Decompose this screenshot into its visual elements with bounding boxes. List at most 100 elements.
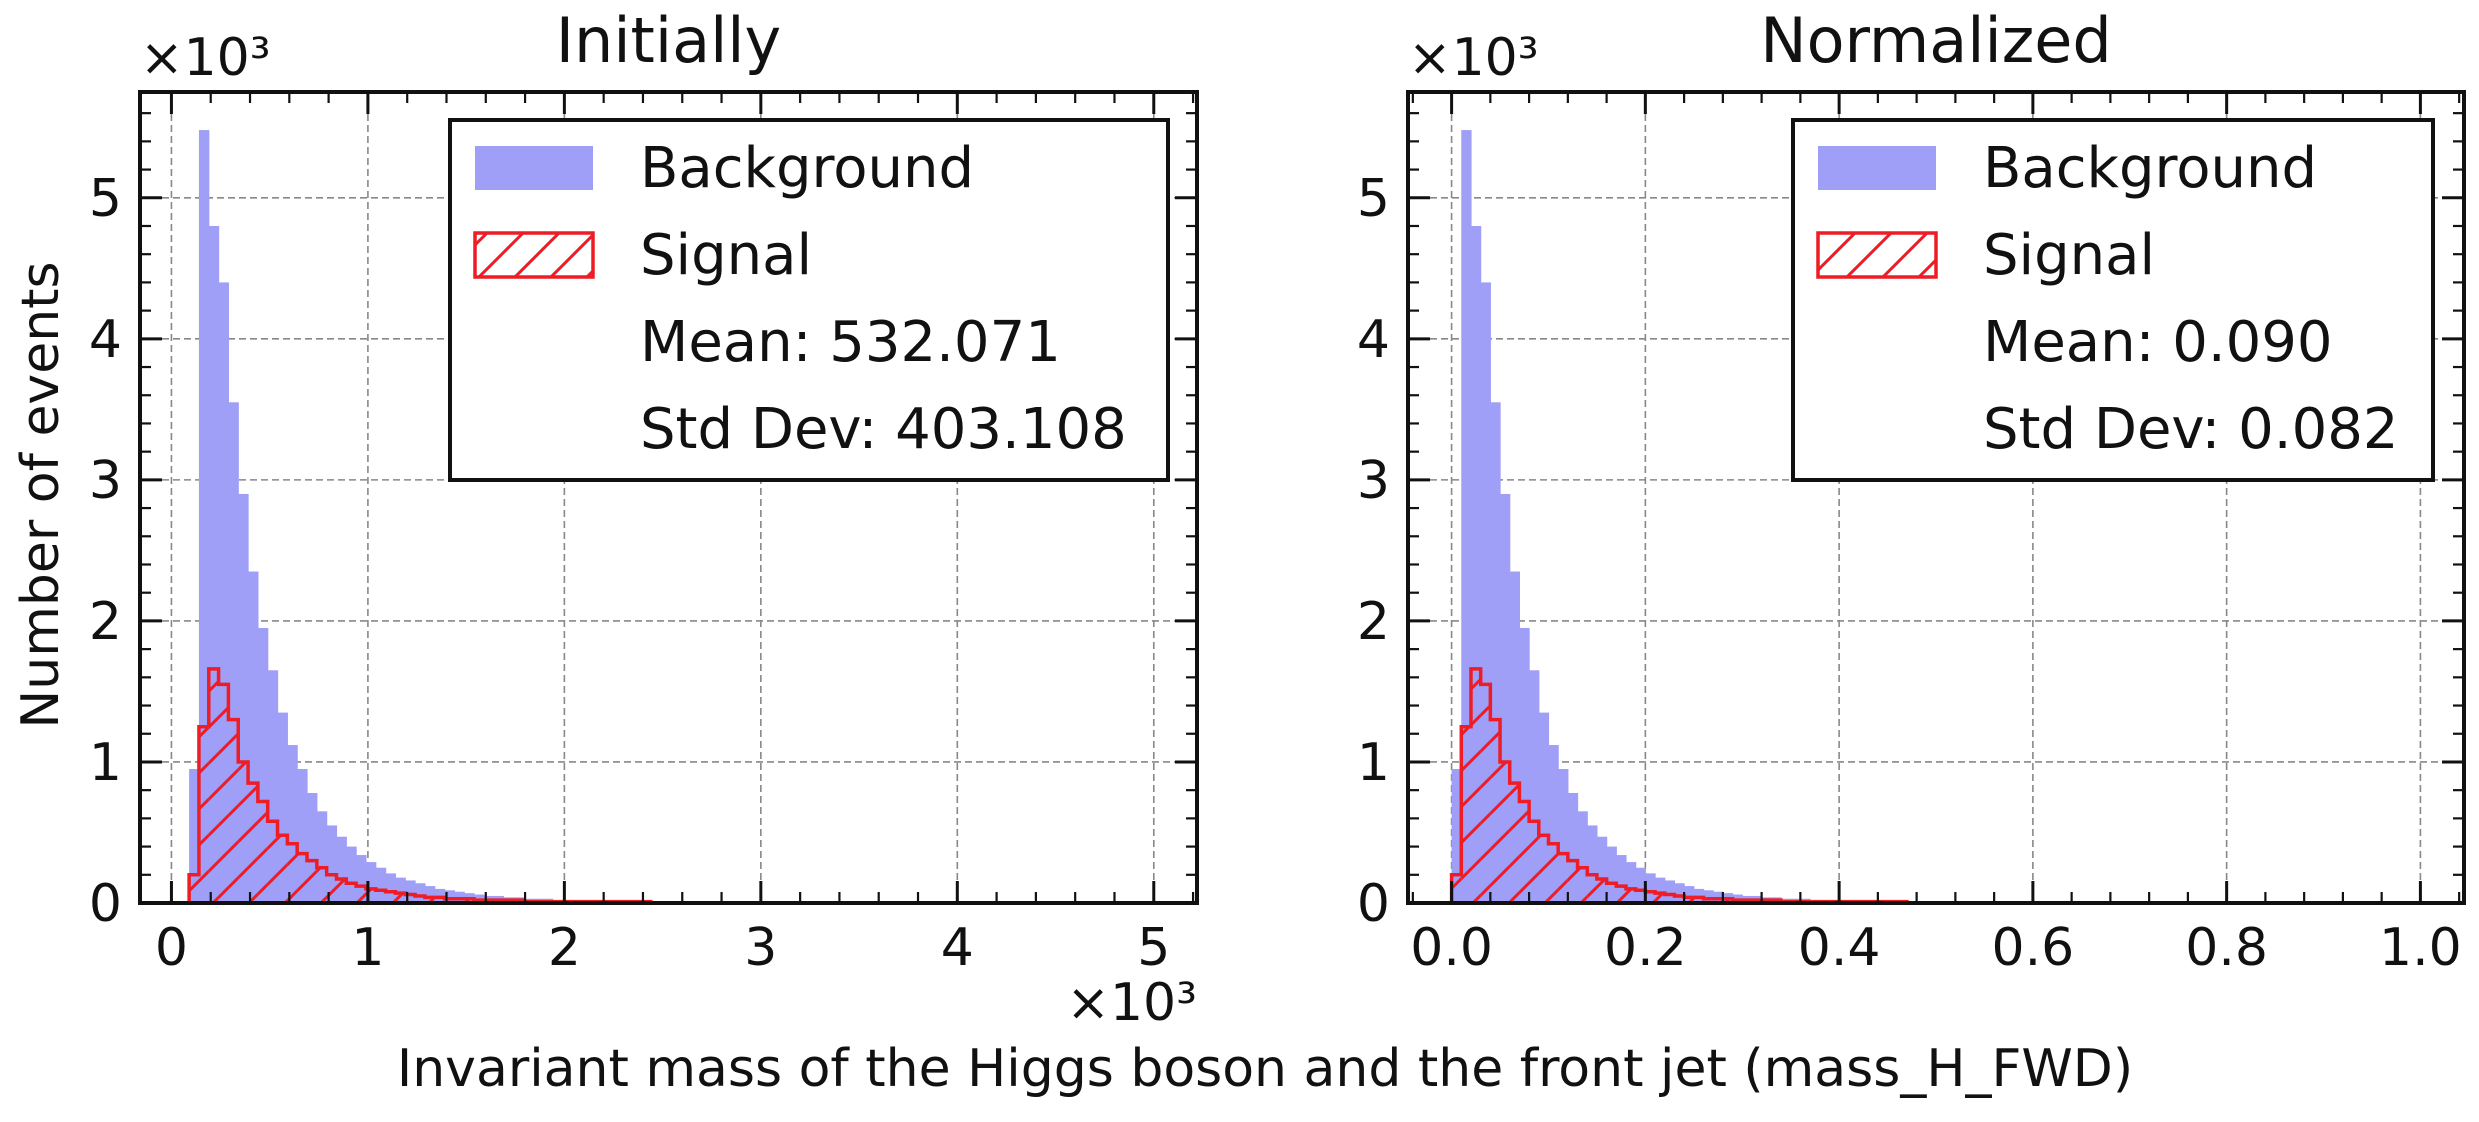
signal-bar: [306, 860, 317, 903]
legend-label: Mean: 0.090: [1983, 310, 2333, 375]
background-bar: [297, 769, 308, 903]
signal-bar: [1722, 898, 1733, 903]
x-tick-label: 0.0: [1410, 918, 1493, 978]
signal-bar: [1606, 883, 1617, 903]
y-tick-label: 0: [89, 874, 122, 934]
signal-bar: [218, 684, 229, 903]
signal-bar: [277, 835, 288, 903]
background-bar: [1480, 282, 1491, 903]
signal-bar: [238, 761, 249, 903]
legend: Background Signal Mean: 0.090 Std Dev: 0.08…: [1791, 118, 2435, 482]
signal-bar: [1625, 888, 1636, 903]
background-bar: [1558, 769, 1569, 903]
background-bar: [1529, 670, 1540, 903]
background-bar: [444, 890, 455, 903]
background-bar: [1567, 792, 1579, 903]
background-bar: [415, 883, 426, 903]
y-tick-label: 3: [89, 451, 122, 511]
background-bar: [1470, 225, 1482, 903]
background-bar: [1461, 130, 1472, 904]
signal-bar: [1596, 879, 1607, 903]
background-bar: [1635, 867, 1646, 903]
signal-bar: [434, 897, 445, 903]
signal-bar: [375, 890, 386, 903]
y-tick-label: 5: [1357, 169, 1390, 229]
panel-normalized: 0.0 0.2 0.4 0.6 0.8 1.0 0 1 2 3 4 5 Normalized ×10³ Ba…: [1357, 4, 2466, 978]
signal-bar: [1577, 867, 1588, 903]
background-bar: [424, 886, 436, 903]
signal-bar: [1519, 801, 1530, 903]
legend-label: Mean: 532.071: [640, 310, 1061, 375]
x-tick-label: 2: [548, 918, 581, 978]
background-bar: [1538, 712, 1550, 903]
y-tick-label: 1: [1357, 733, 1390, 793]
signal-bar: [1470, 668, 1481, 903]
signal-bar: [454, 898, 465, 903]
background-bar: [1548, 745, 1559, 903]
background-bar: [356, 855, 367, 903]
x-multiplier-label: ×10³: [1066, 973, 1197, 1033]
legend: Background Signal Mean: 532.071 Std Dev: 40…: [448, 118, 1170, 482]
legend-label: Background: [1983, 136, 2317, 201]
background-bar: [1490, 402, 1501, 903]
signal-bar: [1567, 860, 1578, 903]
y-tick-label: 1: [89, 733, 122, 793]
axes-frame: [138, 90, 1199, 905]
chart-title: Initially: [556, 4, 781, 77]
y-multiplier-label: ×10³: [140, 28, 271, 88]
legend-swatch-signal: [1816, 231, 1938, 279]
y-axis-label: Number of events: [11, 261, 71, 728]
background-bar: [316, 811, 328, 903]
x-tick-label: 0.2: [1604, 918, 1687, 978]
x-tick-label: 1.0: [2379, 918, 2462, 978]
signal-bar: [1490, 719, 1501, 903]
legend-label: Background: [640, 136, 974, 201]
signal-bar: [198, 726, 209, 903]
x-axis-label: Invariant mass of the Higgs boson and th…: [397, 1039, 2133, 1099]
background-bar: [277, 712, 288, 903]
legend-label: Std Dev: 403.108: [640, 397, 1127, 462]
signal-bar: [395, 893, 406, 903]
signal-bar: [424, 897, 435, 903]
background-bar: [1616, 855, 1627, 903]
signal-bar: [1616, 886, 1626, 903]
background-bar: [346, 846, 357, 903]
panel-initially: 0 1 2 3 4 5 0 1 2 3 4 5 Initially ×10³ ×10³ Background S…: [89, 4, 1199, 1033]
background-bar: [248, 571, 259, 903]
background-bar: [1577, 811, 1588, 903]
signal-bar: [1703, 898, 1714, 903]
signal-bar: [326, 874, 337, 903]
signal-bar: [385, 891, 396, 903]
background-bar: [1606, 846, 1617, 903]
signal-bar: [1684, 897, 1694, 903]
signal-bar: [189, 874, 199, 903]
background-bar: [1596, 836, 1608, 903]
signal-bar: [1713, 898, 1723, 903]
signal-bar: [1674, 895, 1685, 903]
x-tick-label: 5: [1137, 918, 1170, 978]
signal-bar: [316, 867, 327, 903]
background-bar: [1451, 769, 1462, 903]
signal-bar: [1693, 897, 1704, 903]
y-tick-label: 3: [1357, 451, 1390, 511]
legend-swatch-background: [1818, 146, 1936, 190]
y-tick-label: 5: [89, 169, 122, 229]
background-bar: [395, 877, 406, 903]
y-tick-label: 4: [1357, 310, 1390, 370]
background-bar: [306, 792, 318, 903]
background-bar: [365, 862, 377, 903]
background-bar: [1703, 890, 1714, 903]
background-bar: [385, 873, 397, 903]
signal-bar: [356, 886, 366, 903]
chart-title: Normalized: [1760, 4, 2112, 77]
background-bar: [375, 867, 387, 903]
y-tick-label: 2: [89, 592, 122, 652]
legend-label: Signal: [1983, 223, 2155, 288]
signal-bar: [1548, 843, 1559, 903]
signal-bar: [405, 894, 416, 903]
signal-bar: [1664, 894, 1675, 903]
background-bar: [228, 402, 239, 903]
background-bar: [208, 225, 220, 903]
y-multiplier-label: ×10³: [1408, 28, 1539, 88]
signal-bar: [1587, 874, 1597, 903]
